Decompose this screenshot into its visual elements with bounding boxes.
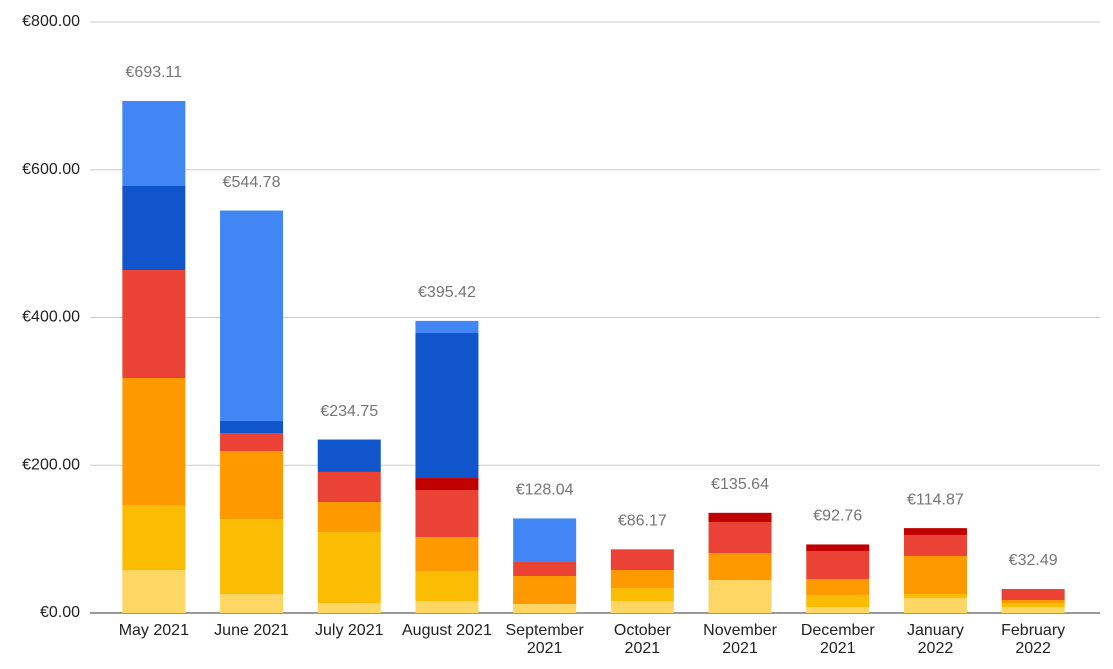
- bar-segment: [415, 601, 479, 613]
- bar-segment: [806, 594, 870, 608]
- total-label: €114.87: [907, 491, 964, 508]
- x-tick-label: February 2022: [1001, 622, 1066, 657]
- bar-segment: [122, 570, 186, 613]
- bar-segment: [806, 579, 870, 595]
- y-tick-label: €800.00: [22, 13, 80, 30]
- x-tick-label: August 2021: [402, 622, 492, 639]
- y-tick-label: €0.00: [40, 604, 80, 621]
- total-label: €395.42: [418, 284, 476, 301]
- x-tick-label: November 2021: [703, 622, 777, 657]
- total-label: €128.04: [516, 482, 574, 499]
- x-tick-label: July 2021: [315, 622, 384, 639]
- bar-segment: [317, 471, 381, 503]
- bar-segment: [317, 502, 381, 533]
- bar-segment: [708, 579, 772, 613]
- bar-segment: [903, 534, 967, 556]
- y-tick-label: €200.00: [22, 456, 80, 473]
- bar-segment: [220, 420, 284, 434]
- bar-segment: [415, 489, 479, 537]
- bar-segment: [1001, 607, 1065, 613]
- bar-segment: [415, 478, 479, 490]
- bar-segment: [903, 594, 967, 599]
- bar-segment: [806, 607, 870, 613]
- y-tick-label: €600.00: [22, 161, 80, 178]
- bar-segment: [806, 551, 870, 580]
- bar-segment: [708, 521, 772, 554]
- total-label: €234.75: [320, 403, 378, 420]
- x-tick-label: June 2021: [214, 622, 289, 639]
- bar-segment: [122, 269, 186, 379]
- bar-segment: [1001, 603, 1065, 608]
- bar-segment: [220, 210, 284, 421]
- x-tick-label: October 2021: [613, 622, 671, 657]
- total-label: €544.78: [223, 174, 281, 191]
- total-label: €92.76: [813, 508, 862, 525]
- bar-segment: [1001, 599, 1065, 604]
- x-tick-label: September 2021: [505, 622, 584, 657]
- bar-segment: [317, 532, 381, 604]
- bar-segment: [415, 536, 479, 571]
- bar-segment: [708, 553, 772, 580]
- x-tick-label: December 2021: [800, 622, 875, 657]
- y-tick-label: €400.00: [22, 309, 80, 326]
- bar-segment: [122, 378, 186, 505]
- total-label: €86.17: [618, 513, 667, 530]
- bar-segment: [220, 594, 284, 613]
- total-label: €693.11: [126, 64, 183, 81]
- bar-segment: [903, 598, 967, 613]
- x-tick-label: May 2021: [118, 622, 189, 639]
- total-label: €135.64: [711, 476, 769, 493]
- bar-segment: [415, 570, 479, 602]
- bar-segment: [122, 504, 186, 571]
- bar-segment: [903, 528, 967, 535]
- total-label: €32.49: [1009, 552, 1058, 569]
- bar-segment: [610, 601, 674, 613]
- x-tick-label: January 2022: [906, 622, 964, 657]
- bar-segment: [708, 512, 772, 522]
- bar-segment: [610, 588, 674, 602]
- bar-segment: [220, 519, 284, 595]
- bar-segment: [220, 433, 284, 451]
- bar-segment: [122, 186, 186, 270]
- bar-segment: [610, 570, 674, 589]
- bar-segment: [415, 333, 479, 479]
- bar-segment: [1001, 588, 1065, 600]
- bar-segment: [513, 603, 577, 613]
- bar-segment: [513, 562, 577, 576]
- bar-segment: [513, 575, 577, 604]
- bar-segment: [317, 603, 381, 613]
- bar-segment: [415, 320, 479, 334]
- bar-segment: [903, 555, 967, 595]
- bar-segment: [122, 100, 186, 187]
- bar-segment: [220, 450, 284, 520]
- bar-segment: [610, 549, 674, 571]
- bar-segment: [513, 518, 577, 563]
- bar-segment: [806, 544, 870, 552]
- bar-segment: [317, 439, 381, 472]
